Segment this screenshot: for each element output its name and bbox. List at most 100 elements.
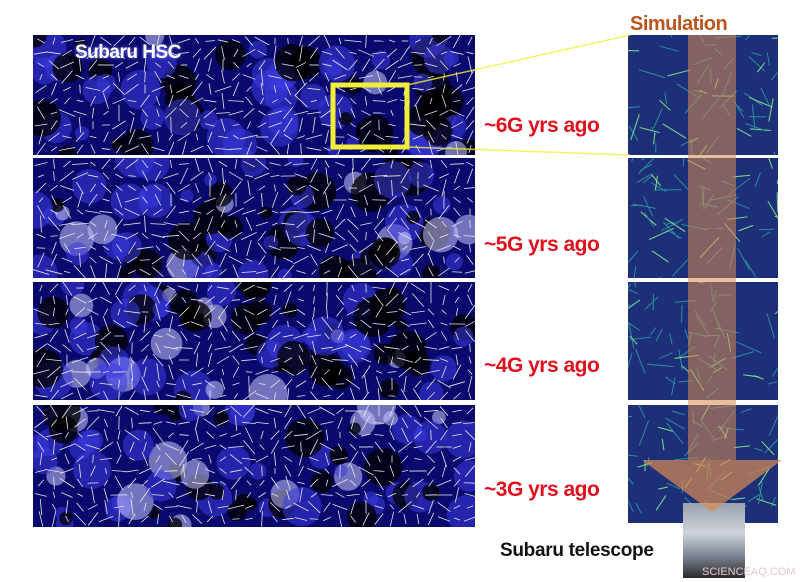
cosmic-web-filament bbox=[628, 288, 638, 295]
shear-stick bbox=[228, 100, 244, 102]
shear-stick bbox=[311, 269, 317, 275]
cosmic-web-filament bbox=[628, 499, 634, 512]
shear-stick bbox=[205, 468, 215, 474]
shear-stick bbox=[73, 512, 87, 526]
shear-stick bbox=[296, 135, 306, 139]
mass-peak bbox=[206, 118, 246, 155]
shear-stick bbox=[283, 183, 293, 193]
shear-stick bbox=[118, 510, 120, 527]
shear-stick bbox=[168, 94, 174, 108]
shear-stick bbox=[203, 107, 217, 119]
shear-stick bbox=[117, 344, 121, 352]
shear-stick bbox=[52, 439, 56, 455]
shear-stick bbox=[464, 429, 475, 441]
shear-stick bbox=[312, 116, 316, 134]
shear-stick bbox=[35, 85, 47, 93]
shear-stick bbox=[413, 445, 423, 449]
cosmic-web-filament bbox=[751, 52, 762, 57]
shear-stick bbox=[294, 82, 308, 96]
shear-stick bbox=[440, 322, 448, 326]
shear-stick bbox=[279, 309, 297, 315]
shear-stick bbox=[114, 218, 124, 230]
cosmic-web-filament bbox=[701, 158, 712, 164]
shear-stick bbox=[296, 368, 306, 376]
shear-stick bbox=[413, 64, 423, 66]
shear-stick bbox=[143, 366, 147, 378]
shear-stick bbox=[256, 333, 268, 339]
shear-stick bbox=[115, 405, 123, 417]
shear-stick bbox=[297, 481, 305, 485]
shear-stick bbox=[216, 419, 230, 427]
mass-peak bbox=[206, 282, 236, 307]
shear-stick bbox=[33, 269, 50, 275]
shear-stick bbox=[203, 46, 217, 60]
shear-stick bbox=[424, 219, 438, 229]
shear-stick bbox=[452, 445, 462, 449]
subaru-telescope-photo bbox=[683, 503, 745, 578]
shear-stick bbox=[453, 100, 461, 102]
cosmic-web-filament bbox=[723, 104, 731, 117]
shear-stick bbox=[154, 170, 162, 182]
cosmic-web-filament bbox=[662, 123, 687, 139]
shear-stick bbox=[423, 416, 439, 430]
shear-stick bbox=[78, 117, 82, 133]
shear-stick bbox=[221, 368, 225, 376]
shear-stick bbox=[260, 82, 264, 96]
shear-stick bbox=[454, 257, 460, 263]
shear-stick bbox=[365, 35, 367, 48]
shear-stick bbox=[298, 285, 304, 291]
shear-stick bbox=[163, 222, 179, 226]
shear-stick bbox=[139, 259, 151, 261]
watermark: SCIENCEAQ.COM bbox=[702, 566, 796, 578]
shear-stick bbox=[323, 270, 331, 274]
shear-stick bbox=[350, 122, 356, 128]
shear-stick bbox=[272, 222, 278, 226]
shear-stick bbox=[257, 322, 267, 326]
cosmic-web-filament bbox=[764, 438, 778, 454]
shear-stick bbox=[124, 145, 140, 153]
shear-stick bbox=[229, 231, 243, 241]
shear-stick bbox=[268, 75, 282, 79]
cosmic-web-filament bbox=[667, 69, 691, 77]
shear-stick bbox=[325, 192, 329, 208]
shear-stick bbox=[273, 85, 277, 93]
shear-stick bbox=[59, 170, 75, 182]
shear-stick bbox=[155, 303, 161, 321]
shear-stick bbox=[372, 100, 386, 102]
void-region bbox=[52, 52, 83, 83]
shear-stick bbox=[351, 168, 355, 184]
shear-stick bbox=[208, 58, 212, 72]
shear-stick bbox=[414, 380, 422, 388]
shear-stick bbox=[311, 355, 317, 365]
void-region bbox=[348, 422, 361, 435]
shear-stick bbox=[47, 217, 61, 231]
shear-stick bbox=[255, 392, 269, 400]
cosmic-web-filament bbox=[699, 236, 720, 258]
shear-stick bbox=[296, 308, 306, 316]
shear-stick bbox=[152, 353, 164, 367]
shear-stick bbox=[234, 307, 238, 317]
shear-stick bbox=[89, 35, 96, 50]
shear-stick bbox=[99, 210, 113, 214]
shear-stick bbox=[90, 161, 96, 167]
shear-stick bbox=[463, 235, 475, 237]
shear-stick bbox=[74, 319, 86, 329]
cosmic-web-filament bbox=[732, 174, 751, 178]
shear-stick bbox=[97, 409, 115, 413]
cosmic-web-filament bbox=[643, 212, 655, 228]
shear-stick bbox=[311, 340, 317, 356]
shear-stick bbox=[358, 242, 374, 254]
shear-stick bbox=[258, 60, 266, 70]
shear-stick bbox=[387, 492, 397, 498]
shear-stick bbox=[259, 444, 265, 450]
shear-stick bbox=[220, 220, 226, 228]
shear-stick bbox=[274, 392, 276, 400]
shear-stick bbox=[299, 452, 303, 466]
shear-stick bbox=[323, 216, 331, 232]
shear-stick bbox=[229, 453, 243, 465]
shear-stick bbox=[208, 352, 212, 368]
shear-stick bbox=[293, 255, 309, 265]
shear-stick bbox=[192, 232, 202, 240]
shear-stick bbox=[58, 109, 76, 117]
shear-stick bbox=[335, 294, 345, 306]
